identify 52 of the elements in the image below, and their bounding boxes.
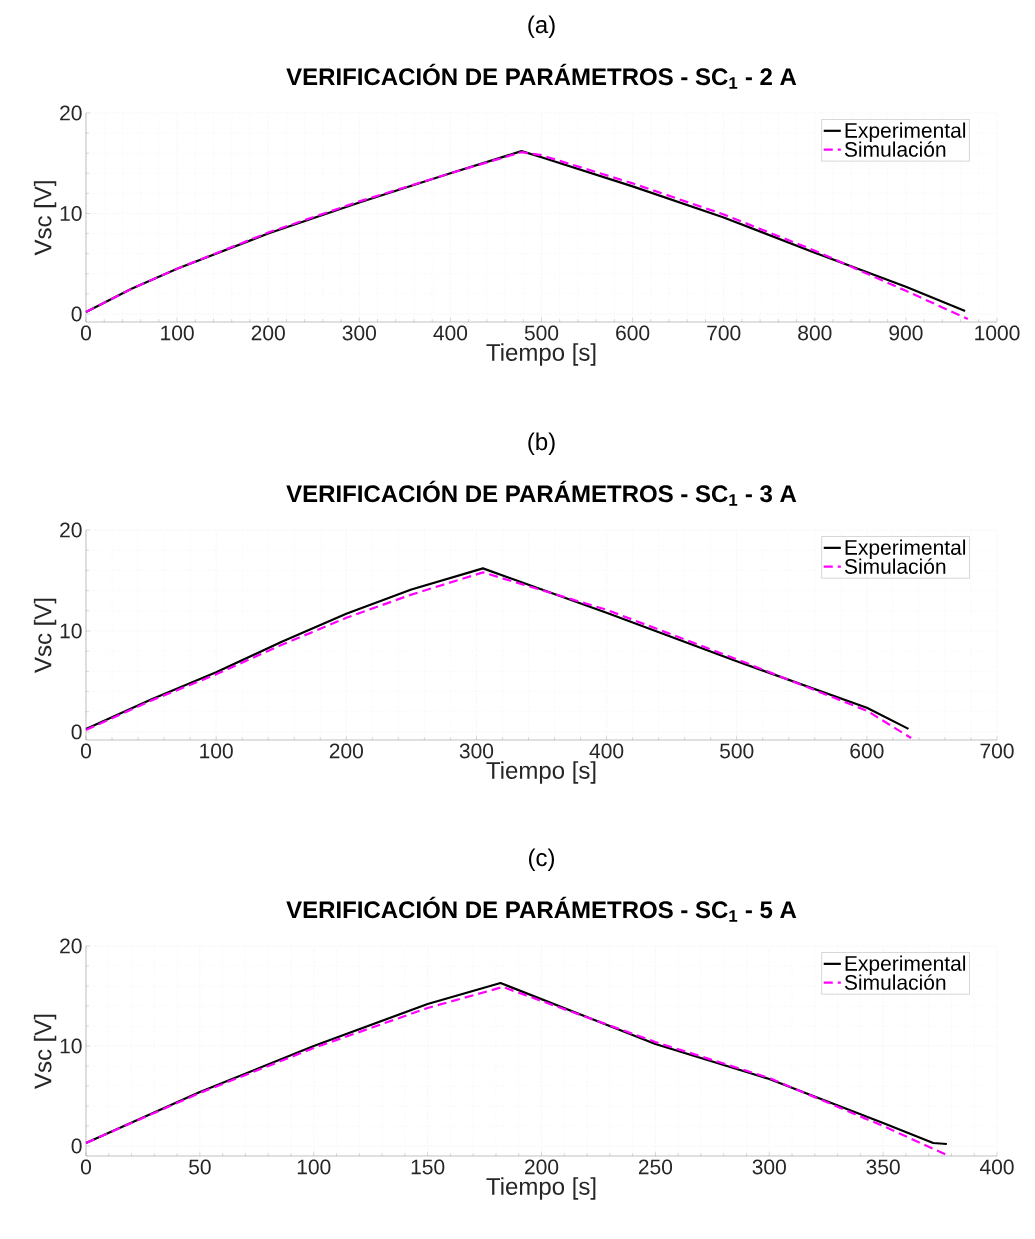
x-tick-label: 200 [329,743,363,759]
legend-label: Simulación [844,141,946,157]
chart-title: VERIFICACIÓN DE PARÁMETROS - SC$_{1}$ - 3 A [286,480,797,506]
y-tick-label: 20 [60,105,82,121]
legend-label: Experimental [845,122,966,143]
x-axis-title: Tiempo [s] [486,343,596,366]
x-tick-label: 500 [720,743,754,759]
x-tick-label: 400 [979,1159,1014,1175]
x-tick-label: 700 [980,743,1014,759]
x-tick-label: 200 [251,325,285,341]
x-tick-label: 600 [616,325,650,341]
y-tick-label: 0 [71,724,82,740]
chart-subtitle: (a) [528,15,555,38]
y-tick-label: 20 [60,938,82,954]
x-tick-label: 300 [342,325,376,341]
y-tick-label: 10 [60,623,82,639]
legend-label: Experimental [845,955,966,976]
y-axis-title: Vsc [V] [33,1014,57,1089]
chart-subtitle: (b) [528,432,555,455]
x-tick-label: 500 [524,325,559,341]
x-tick-label: 600 [850,743,884,759]
x-tick-label: 400 [433,325,468,341]
legend-label: Simulación [844,558,946,574]
x-tick-label: 100 [161,325,194,341]
y-tick-label: 0 [71,1138,82,1154]
chart-subtitle: (c) [529,848,555,871]
x-tick-label: 1000 [975,325,1020,341]
y-axis-title: Vsc [V] [33,598,57,673]
y-tick-label: 20 [60,522,82,538]
x-tick-label: 250 [638,1159,673,1175]
x-axis-title: Tiempo [s] [486,761,596,784]
x-tick-label: 100 [297,1159,331,1175]
y-tick-label: 10 [60,206,82,221]
x-tick-label: 300 [752,1159,786,1175]
legend-label: Simulación [844,974,946,990]
x-tick-label: 700 [707,325,741,341]
y-tick-label: 10 [60,1038,82,1054]
x-axis-title: Tiempo [s] [486,1177,596,1200]
legend-label: Experimental [845,539,966,560]
x-tick-label: 400 [589,743,624,759]
x-tick-label: 350 [866,1159,900,1175]
x-tick-label: 100 [200,743,233,759]
x-tick-label: 900 [889,325,923,341]
x-tick-label: 800 [798,325,832,341]
y-axis-title: Vsc [V] [33,181,57,256]
chart-title: VERIFICACIÓN DE PARÁMETROS - SC$_{1}$ - 2 A [286,63,797,89]
x-tick-label: 300 [459,743,494,759]
x-tick-label: 200 [525,1159,559,1175]
x-tick-label: 150 [411,1159,445,1175]
y-tick-label: 0 [71,306,82,322]
chart-title: VERIFICACIÓN DE PARÁMETROS - SC$_{1}$ - 5 A [286,896,797,922]
x-tick-label: 50 [189,1159,211,1175]
